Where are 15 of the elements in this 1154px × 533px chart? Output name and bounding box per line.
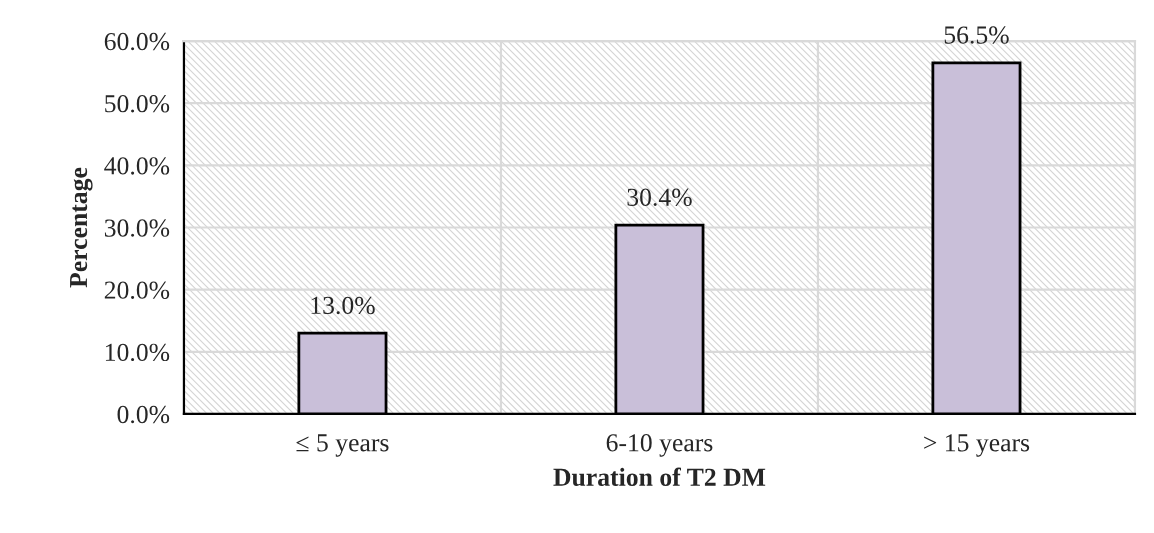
data-label: 30.4%	[627, 188, 692, 207]
data-label: 56.5%	[944, 26, 1009, 44]
y-tick-label: 40.0%	[104, 157, 170, 175]
y-tick-label: 60.0%	[104, 32, 170, 51]
x-tick-label: > 15 years	[924, 434, 1030, 457]
y-tick-label: 50.0%	[105, 95, 170, 113]
x-axis-title: Duration of T2 DM	[553, 467, 766, 486]
y-tick-label: 30.0%	[104, 219, 170, 237]
y-axis-title: Percentage	[70, 167, 93, 288]
y-tick-label: 0.0%	[117, 405, 170, 424]
data-label: 13.0%	[311, 296, 375, 315]
y-tick-label: 10.0%	[105, 343, 170, 362]
x-tick-label: ≤ 5 years	[296, 434, 389, 457]
y-tick-label: 20.0%	[104, 281, 170, 299]
x-tick-label: 6-10 years	[606, 434, 713, 457]
